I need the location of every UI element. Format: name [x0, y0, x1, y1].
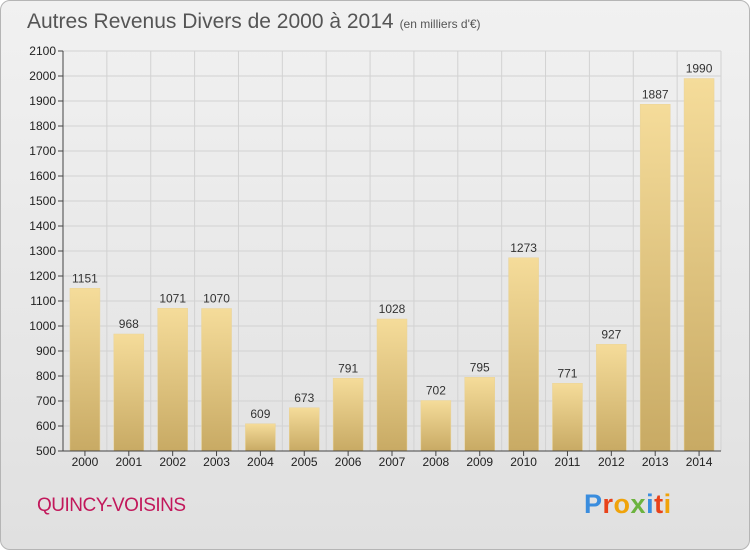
- bar-value-label: 795: [470, 360, 490, 374]
- x-tick-label: 2008: [423, 455, 450, 469]
- bars: 1151 968 1071 1070 609 673 791 1028 702 795 1273 77…: [69, 62, 715, 452]
- x-tick-label: 2014: [686, 455, 713, 469]
- x-tick-label: 2001: [115, 455, 142, 469]
- bar: [683, 78, 715, 452]
- bar-value-label: 927: [601, 327, 621, 341]
- logo-letter: i: [646, 489, 655, 519]
- x-tick-label: 2010: [510, 455, 537, 469]
- bar: [332, 378, 364, 452]
- x-tick-label: 2011: [555, 455, 581, 469]
- bar-value-label: 1028: [379, 302, 406, 316]
- logo-letter: o: [613, 489, 631, 519]
- y-tick-label: 1700: [29, 144, 56, 158]
- bar: [508, 257, 539, 452]
- y-tick-label: 1800: [29, 119, 56, 133]
- bar: [639, 104, 671, 452]
- y-tick-label: 600: [36, 419, 56, 433]
- x-tick-label: 2005: [291, 455, 318, 469]
- y-tick-label: 900: [36, 344, 56, 358]
- bar-value-label: 1990: [686, 62, 713, 76]
- bar: [201, 308, 232, 452]
- y-tick-label: 2000: [29, 69, 56, 83]
- bar: [376, 318, 408, 452]
- bar: [113, 333, 145, 452]
- bar: [420, 400, 452, 452]
- chart-title: Autres Revenus Divers de 2000 à 2014 (en …: [27, 10, 481, 34]
- logo-letter: i: [663, 489, 672, 519]
- y-tick-label: 1000: [29, 319, 56, 333]
- y-tick-label: 500: [36, 444, 56, 458]
- y-tick-label: 1100: [30, 294, 56, 308]
- title-unit: (en milliers d'€): [399, 17, 481, 31]
- bar-value-label: 771: [557, 366, 577, 380]
- bar: [596, 344, 627, 452]
- y-tick-label: 1200: [29, 269, 56, 283]
- proxiti-logo: Proxiti: [584, 489, 672, 520]
- bar-value-label: 1273: [510, 241, 537, 255]
- x-tick-label: 2007: [379, 455, 406, 469]
- y-tick-label: 800: [36, 369, 56, 383]
- axes: 500 600 700 800 900 1000 1100 1200 1300 1400 1500 1…: [29, 44, 721, 469]
- x-tick-label: 2000: [72, 455, 99, 469]
- bar-value-label: 1887: [642, 87, 669, 101]
- y-tick-label: 2100: [29, 44, 56, 58]
- logo-letter: t: [654, 489, 664, 519]
- bar: [245, 423, 276, 452]
- x-tick-label: 2009: [466, 455, 493, 469]
- y-tick-label: 1300: [29, 244, 56, 258]
- bar: [157, 308, 188, 452]
- y-tick-label: 1400: [29, 219, 56, 233]
- logo-letter: x: [630, 489, 647, 519]
- y-tick-label: 1500: [29, 194, 56, 208]
- bar-value-label: 1071: [159, 291, 186, 305]
- bar-value-label: 702: [426, 384, 446, 398]
- location-label: QUINCY-VOISINS: [37, 495, 186, 516]
- logo-letter: r: [602, 489, 614, 519]
- bar: [552, 383, 583, 452]
- y-tick-label: 1900: [29, 94, 56, 108]
- x-tick-label: 2012: [598, 455, 625, 469]
- bar-value-label: 1151: [72, 271, 98, 285]
- bar-value-label: 791: [338, 361, 358, 375]
- y-tick-label: 1600: [29, 169, 56, 183]
- bar: [69, 288, 101, 452]
- bar-value-label: 1070: [203, 292, 230, 306]
- title-text: Autres Revenus Divers de 2000 à 2014: [27, 10, 394, 33]
- bar: [289, 407, 320, 452]
- x-tick-label: 2013: [642, 455, 669, 469]
- logo-letter: P: [584, 489, 603, 519]
- bar: [464, 377, 495, 452]
- x-tick-label: 2002: [159, 455, 186, 469]
- y-tick-label: 700: [36, 394, 56, 408]
- x-tick-label: 2003: [203, 455, 230, 469]
- x-tick-label: 2006: [335, 455, 362, 469]
- bar-value-label: 968: [119, 317, 139, 331]
- bar-value-label: 673: [294, 391, 314, 405]
- bar-value-label: 609: [250, 407, 270, 421]
- x-tick-label: 2004: [247, 455, 274, 469]
